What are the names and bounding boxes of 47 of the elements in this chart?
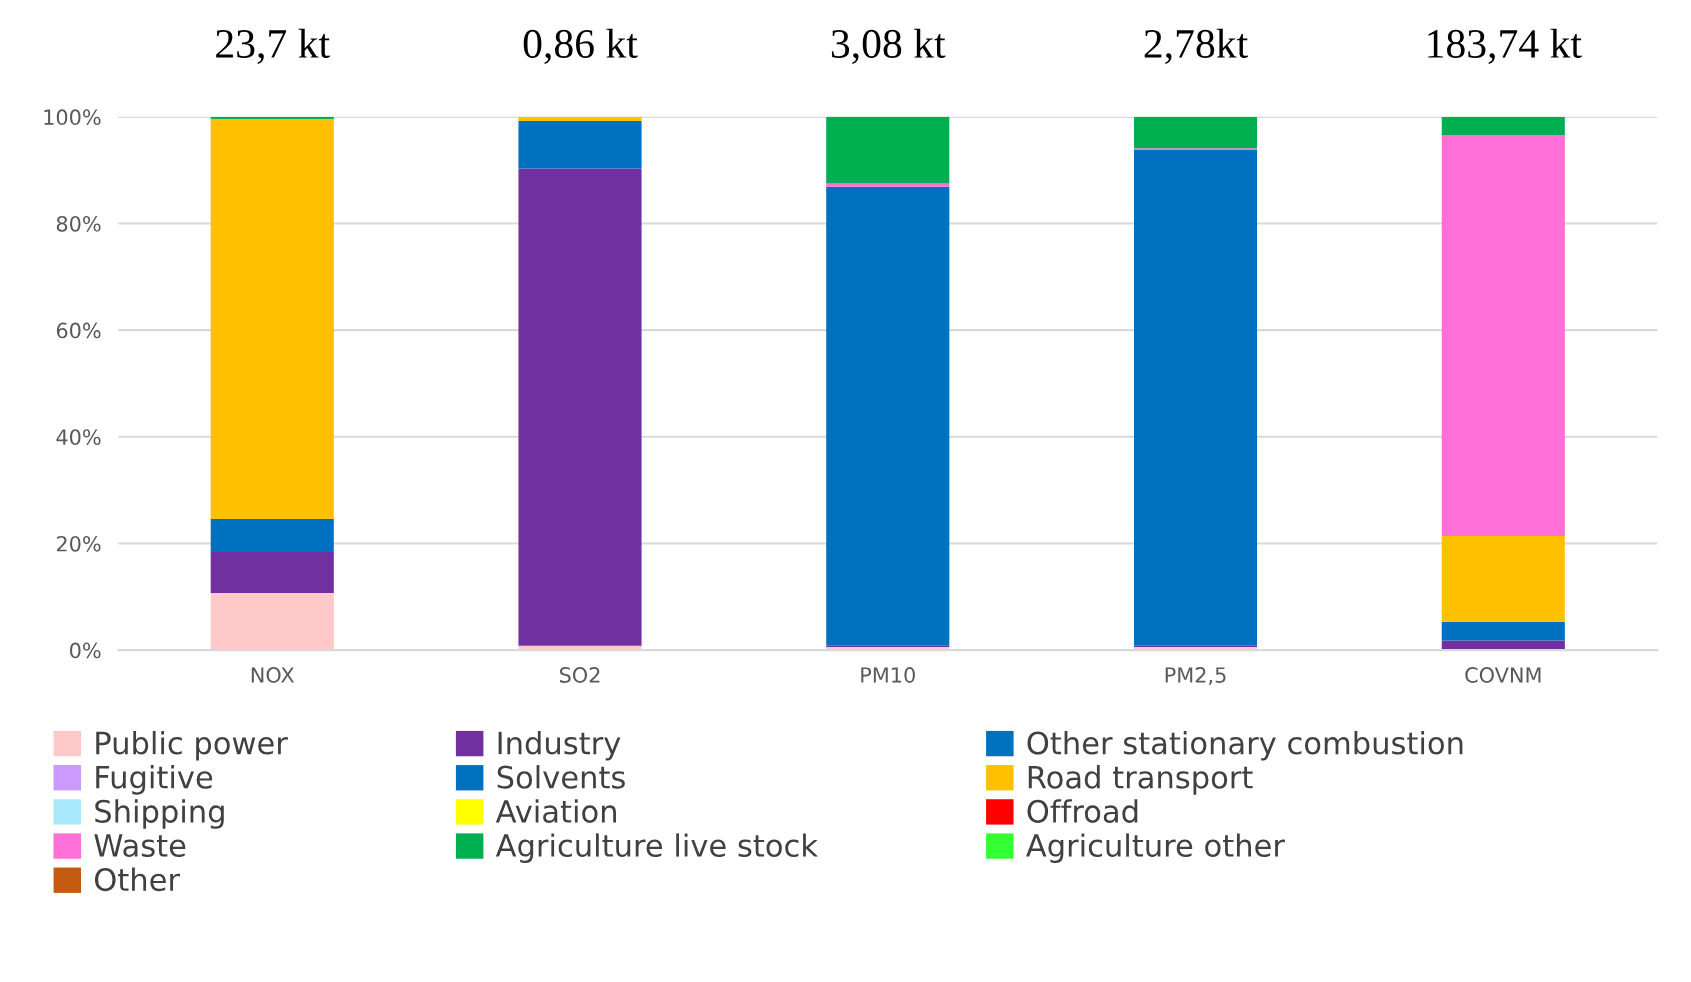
y-tick-label: 0% [70, 642, 101, 659]
legend-label: Road transport [1028, 765, 1253, 795]
bar [210, 593, 334, 651]
bar [1133, 149, 1258, 646]
x-tick-label: PM2,5 [1165, 667, 1226, 685]
bar [518, 121, 642, 169]
bar [518, 168, 642, 646]
text: 2,78kt [1144, 28, 1248, 64]
bar [1133, 116, 1258, 149]
y-tick-label: 100% [44, 109, 101, 126]
bar [210, 116, 334, 119]
bar [1441, 535, 1565, 622]
bar [1441, 640, 1565, 651]
y-tick-label: 60% [56, 322, 101, 339]
x-tick-label: PM10 [861, 667, 915, 683]
legend-label: Other [94, 867, 181, 892]
legend-label: Offroad [1027, 799, 1138, 823]
bar [210, 551, 334, 594]
bar [210, 118, 334, 519]
legend-label: Agriculture live stock [495, 833, 818, 863]
y-tick-label: 80% [56, 215, 101, 232]
y-tick-label: 20% [56, 535, 101, 552]
bar [826, 183, 950, 187]
text: 183,74 kt [1428, 28, 1582, 64]
x-tick-label: SO2 [559, 667, 600, 683]
legend-label: Public power [96, 730, 288, 761]
text: 3,08 kt [831, 28, 946, 64]
text: 0,86 kt [523, 28, 638, 64]
x-tick-label: COVNM [1465, 667, 1541, 683]
bar [826, 186, 950, 646]
bar [518, 116, 642, 122]
x-tick-label: NOX [251, 667, 295, 683]
bar [1441, 134, 1565, 536]
y-tick-label: 40% [56, 429, 101, 445]
bar [1441, 116, 1565, 135]
bar [210, 518, 334, 552]
legend-label: Aviation [495, 799, 616, 823]
legend-label: Agriculture other [1026, 833, 1285, 863]
text: 23,7 kt [216, 28, 330, 64]
bar [826, 116, 950, 184]
legend-label: Solvents [497, 765, 625, 789]
legend-label: Other stationary combustion [1027, 730, 1463, 761]
legend-label: Waste [94, 834, 186, 858]
legend-label: Industry [498, 730, 621, 761]
legend-label: Fugitive [96, 765, 213, 795]
legend-label: Shipping [95, 799, 224, 829]
bar [1441, 621, 1565, 641]
